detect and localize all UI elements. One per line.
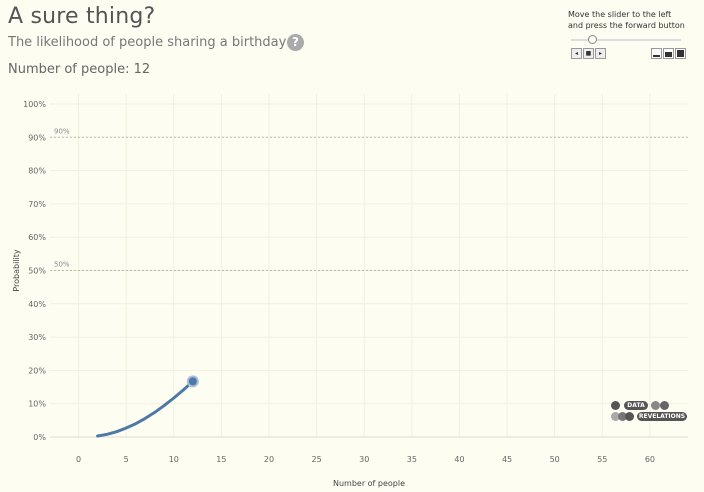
- speed-medium-button[interactable]: [663, 48, 674, 59]
- forward-button[interactable]: ▸: [595, 48, 606, 59]
- logo-revelations-text: REVELATIONS: [637, 412, 687, 421]
- back-button[interactable]: ◂: [571, 48, 582, 59]
- x-tick-label: 35: [407, 455, 417, 464]
- x-tick-label: 60: [645, 455, 655, 464]
- x-tick-label: 15: [216, 455, 226, 464]
- instructions-line-1: Move the slider to the left: [568, 10, 672, 19]
- x-tick-label: 50: [550, 455, 560, 464]
- logo-dot: [618, 412, 627, 421]
- x-axis-title: Number of people: [333, 479, 405, 488]
- people-slider-thumb[interactable]: [588, 35, 597, 44]
- x-tick-label: 20: [264, 455, 274, 464]
- page-subtitle: The likelihood of people sharing a birth…: [8, 35, 287, 50]
- instructions-line-2: and press the forward button: [568, 21, 685, 30]
- y-tick-label: 80%: [28, 167, 46, 176]
- x-tick-label: 55: [597, 455, 607, 464]
- y-tick-label: 50%: [28, 267, 46, 276]
- speed-controls: [651, 48, 686, 59]
- reference-line-label: 50%: [54, 261, 70, 269]
- speed-slow-button[interactable]: [651, 48, 662, 59]
- x-tick-label: 5: [124, 455, 129, 464]
- playback-controls: ◂ ■ ▸: [571, 48, 606, 59]
- y-tick-label: 10%: [28, 400, 46, 409]
- logo-dot: [611, 401, 620, 410]
- series-line: [96, 379, 195, 438]
- y-tick-label: 90%: [28, 133, 46, 142]
- stop-button[interactable]: ■: [583, 48, 594, 59]
- people-count-label: Number of people: 12: [8, 62, 151, 77]
- x-tick-label: 40: [454, 455, 464, 464]
- speed-fast-button[interactable]: [675, 48, 686, 59]
- current-point: [186, 375, 199, 388]
- y-tick-label: 70%: [28, 200, 46, 209]
- y-axis-title: Probability: [12, 249, 21, 292]
- x-tick-label: 10: [169, 455, 179, 464]
- logo-data-text: DATA: [624, 401, 648, 410]
- reference-line-label: 90%: [54, 127, 70, 135]
- y-tick-label: 100%: [23, 100, 46, 109]
- y-tick-label: 40%: [28, 300, 46, 309]
- y-tick-label: 60%: [28, 233, 46, 242]
- x-tick-label: 25: [312, 455, 322, 464]
- x-tick-label: 30: [359, 455, 369, 464]
- y-tick-label: 0%: [33, 433, 46, 442]
- logo-dot: [660, 401, 669, 410]
- x-tick-label: 45: [502, 455, 512, 464]
- y-tick-label: 30%: [28, 333, 46, 342]
- logo-dot: [651, 401, 660, 410]
- logo-dot: [625, 412, 634, 421]
- data-revelations-logo: DATA REVELATIONS: [610, 400, 690, 422]
- page-title: A sure thing?: [8, 4, 156, 29]
- help-icon[interactable]: ?: [287, 34, 304, 51]
- y-tick-label: 20%: [28, 366, 46, 375]
- people-slider-track[interactable]: [571, 39, 681, 41]
- x-tick-label: 0: [76, 455, 81, 464]
- logo-dot: [611, 412, 620, 421]
- slider-instructions: Move the slider to the left and press th…: [568, 9, 698, 31]
